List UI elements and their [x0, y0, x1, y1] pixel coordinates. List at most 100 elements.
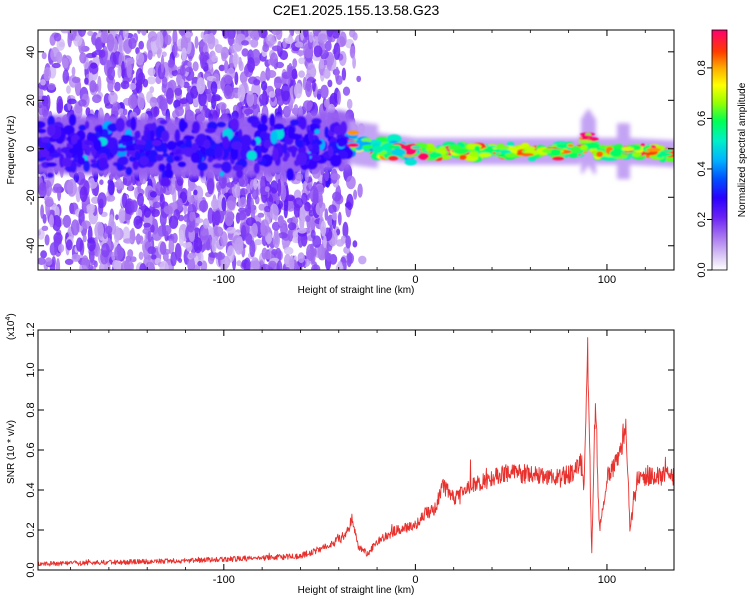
spectrogram-speckle-blob	[152, 201, 161, 208]
spectrogram-speckle-blob	[264, 186, 270, 192]
spectrogram-speckle-blob	[275, 30, 283, 40]
spectrogram-xlabel: Height of straight line (km)	[298, 285, 415, 296]
spectrogram-speckle-blob	[115, 214, 119, 221]
spectrogram-ridge-blob	[578, 139, 593, 143]
spectrogram-halo-column	[293, 115, 296, 174]
colorbar-tick-label: 0.8	[696, 60, 708, 75]
spectrogram-speckle-blob	[269, 203, 279, 220]
spectrogram-speckle-blob	[122, 192, 128, 208]
spectrogram-speckle-blob	[353, 189, 358, 200]
figure-title: C2E1.2025.155.13.58.G23	[273, 2, 440, 18]
spectrogram-speckle-blob	[212, 94, 221, 102]
spectrogram-speckle-blob	[44, 257, 53, 266]
spectrogram-speckle-blob	[101, 243, 110, 258]
spectrogram-speckle-blob	[112, 259, 120, 269]
y-tick-label: 0.6	[25, 442, 37, 457]
spectrogram-speckle-blob	[331, 30, 341, 39]
snr-xlabel: Height of straight line (km)	[298, 585, 415, 596]
spectrogram-ridge-blob	[459, 154, 467, 160]
spectrogram-ridge-blob	[214, 145, 223, 159]
spectrogram-speckle-blob	[199, 200, 209, 213]
spectrogram-speckle-blob	[305, 80, 313, 98]
spectrogram-speckle-blob	[62, 214, 72, 228]
spectrogram-speckle-blob	[198, 40, 206, 48]
colorbar-axes: 0.0 0.2 0.4 0.6 0.8	[696, 60, 712, 278]
spectrogram-ridge-blob	[403, 147, 417, 156]
spectrogram-ridge-blob	[62, 157, 72, 168]
spectrogram-speckle-blob	[283, 246, 294, 255]
spectrogram-speckle-blob	[258, 203, 265, 211]
spectrogram-ridge-blob	[49, 152, 61, 158]
spectrogram-speckle-blob	[142, 30, 147, 35]
spectrogram-speckle-blob	[266, 34, 275, 48]
spectrogram-speckle-blob	[304, 170, 309, 183]
spectrogram-speckle-blob	[93, 49, 104, 56]
spectrogram-speckle-blob	[284, 37, 294, 44]
spectrogram-ridge-blob	[272, 147, 279, 161]
spectrogram-speckle-blob	[224, 209, 234, 227]
spectrogram-speckle-blob	[175, 243, 182, 262]
spectrogram-ridge-blob	[478, 152, 492, 158]
spectrogram-ridge-blob	[510, 147, 518, 151]
spectrogram-ridge-blob	[621, 146, 634, 151]
spectrogram-speckle-blob	[129, 262, 134, 270]
spectrogram-speckle-blob	[181, 47, 187, 62]
spectrogram-speckle-blob	[349, 45, 356, 59]
x-tick-label: 100	[598, 574, 616, 586]
spectrogram-speckle-blob	[151, 209, 160, 217]
spectrogram-speckle-blob	[128, 37, 137, 50]
spectrogram-speckle-blob	[139, 263, 147, 270]
spectrogram-speckle-blob	[43, 67, 52, 82]
spectrogram-speckle-blob	[260, 263, 271, 270]
snr-axes: -100 0 100 0.0 0.2 0.4 0.6 0.8 1.0 1.2	[25, 322, 674, 586]
spectrogram-speckle-blob	[260, 175, 266, 194]
spectrogram-speckle-blob	[106, 194, 116, 202]
spectrogram-speckle-blob	[271, 45, 282, 52]
spectrogram-ridge-blob	[596, 151, 604, 158]
spectrogram-speckle-blob	[66, 179, 77, 197]
spectrogram-ridge-blob	[118, 156, 129, 166]
spectrogram-speckle-blob	[346, 98, 353, 110]
spectrogram-speckle-blob	[185, 66, 194, 73]
spectrogram-ridge-blob	[78, 124, 87, 131]
spectrogram-ridge-blob	[259, 130, 268, 139]
spectrogram-speckle-blob	[342, 86, 351, 96]
spectrogram-ridge-blob	[125, 166, 133, 176]
spectrogram-speckle-blob	[207, 32, 216, 50]
x-tick-label: -100	[213, 574, 235, 586]
spectrogram-speckle-blob	[298, 70, 305, 78]
spectrogram-speckle-blob	[317, 243, 325, 260]
spectrogram-ridge-blob	[138, 155, 150, 166]
colorbar-tick-label: 0.6	[696, 111, 708, 126]
spectrogram-speckle-blob	[319, 57, 325, 70]
spectrogram-speckle-blob	[318, 191, 323, 209]
spectrogram-speckle-blob	[326, 55, 333, 71]
spectrogram-speckle-blob	[176, 74, 183, 86]
spectrogram-speckle-blob	[260, 80, 268, 91]
spectrogram-speckle-blob	[55, 258, 61, 270]
spectrogram-speckle-blob	[320, 84, 329, 99]
spectrogram-speckle-blob	[155, 181, 163, 196]
spectrogram-ridge-blob	[250, 139, 257, 147]
spectrogram-speckle-blob	[147, 67, 156, 77]
spectrogram-speckle-blob	[160, 55, 165, 73]
spectrogram-ridge-blob	[567, 143, 574, 148]
spectrogram-ridge-blob	[229, 118, 239, 130]
spectrogram-speckle-blob	[239, 188, 248, 196]
spectrogram-speckle-blob	[245, 203, 252, 217]
spectrogram-speckle-blob	[97, 192, 107, 209]
spectrogram-speckle-blob	[345, 235, 352, 249]
spectrogram-speckle-blob	[38, 101, 43, 109]
spectrogram-speckle-blob	[284, 254, 291, 267]
spectrogram-speckle-blob	[50, 47, 60, 62]
spectrogram-speckle-blob	[249, 240, 256, 258]
spectrogram-ridge-blob	[159, 119, 168, 125]
spectrogram-speckle-blob	[193, 237, 203, 254]
spectrogram-speckle-blob	[326, 30, 334, 38]
spectrogram-speckle-blob	[311, 264, 321, 270]
spectrogram-speckle-blob	[286, 64, 291, 78]
spectrogram-speckle-blob	[182, 81, 190, 89]
spectrogram-speckle-blob	[335, 75, 343, 85]
spectrogram-speckle-blob	[38, 230, 42, 236]
spectrogram-halo-column	[291, 115, 294, 174]
